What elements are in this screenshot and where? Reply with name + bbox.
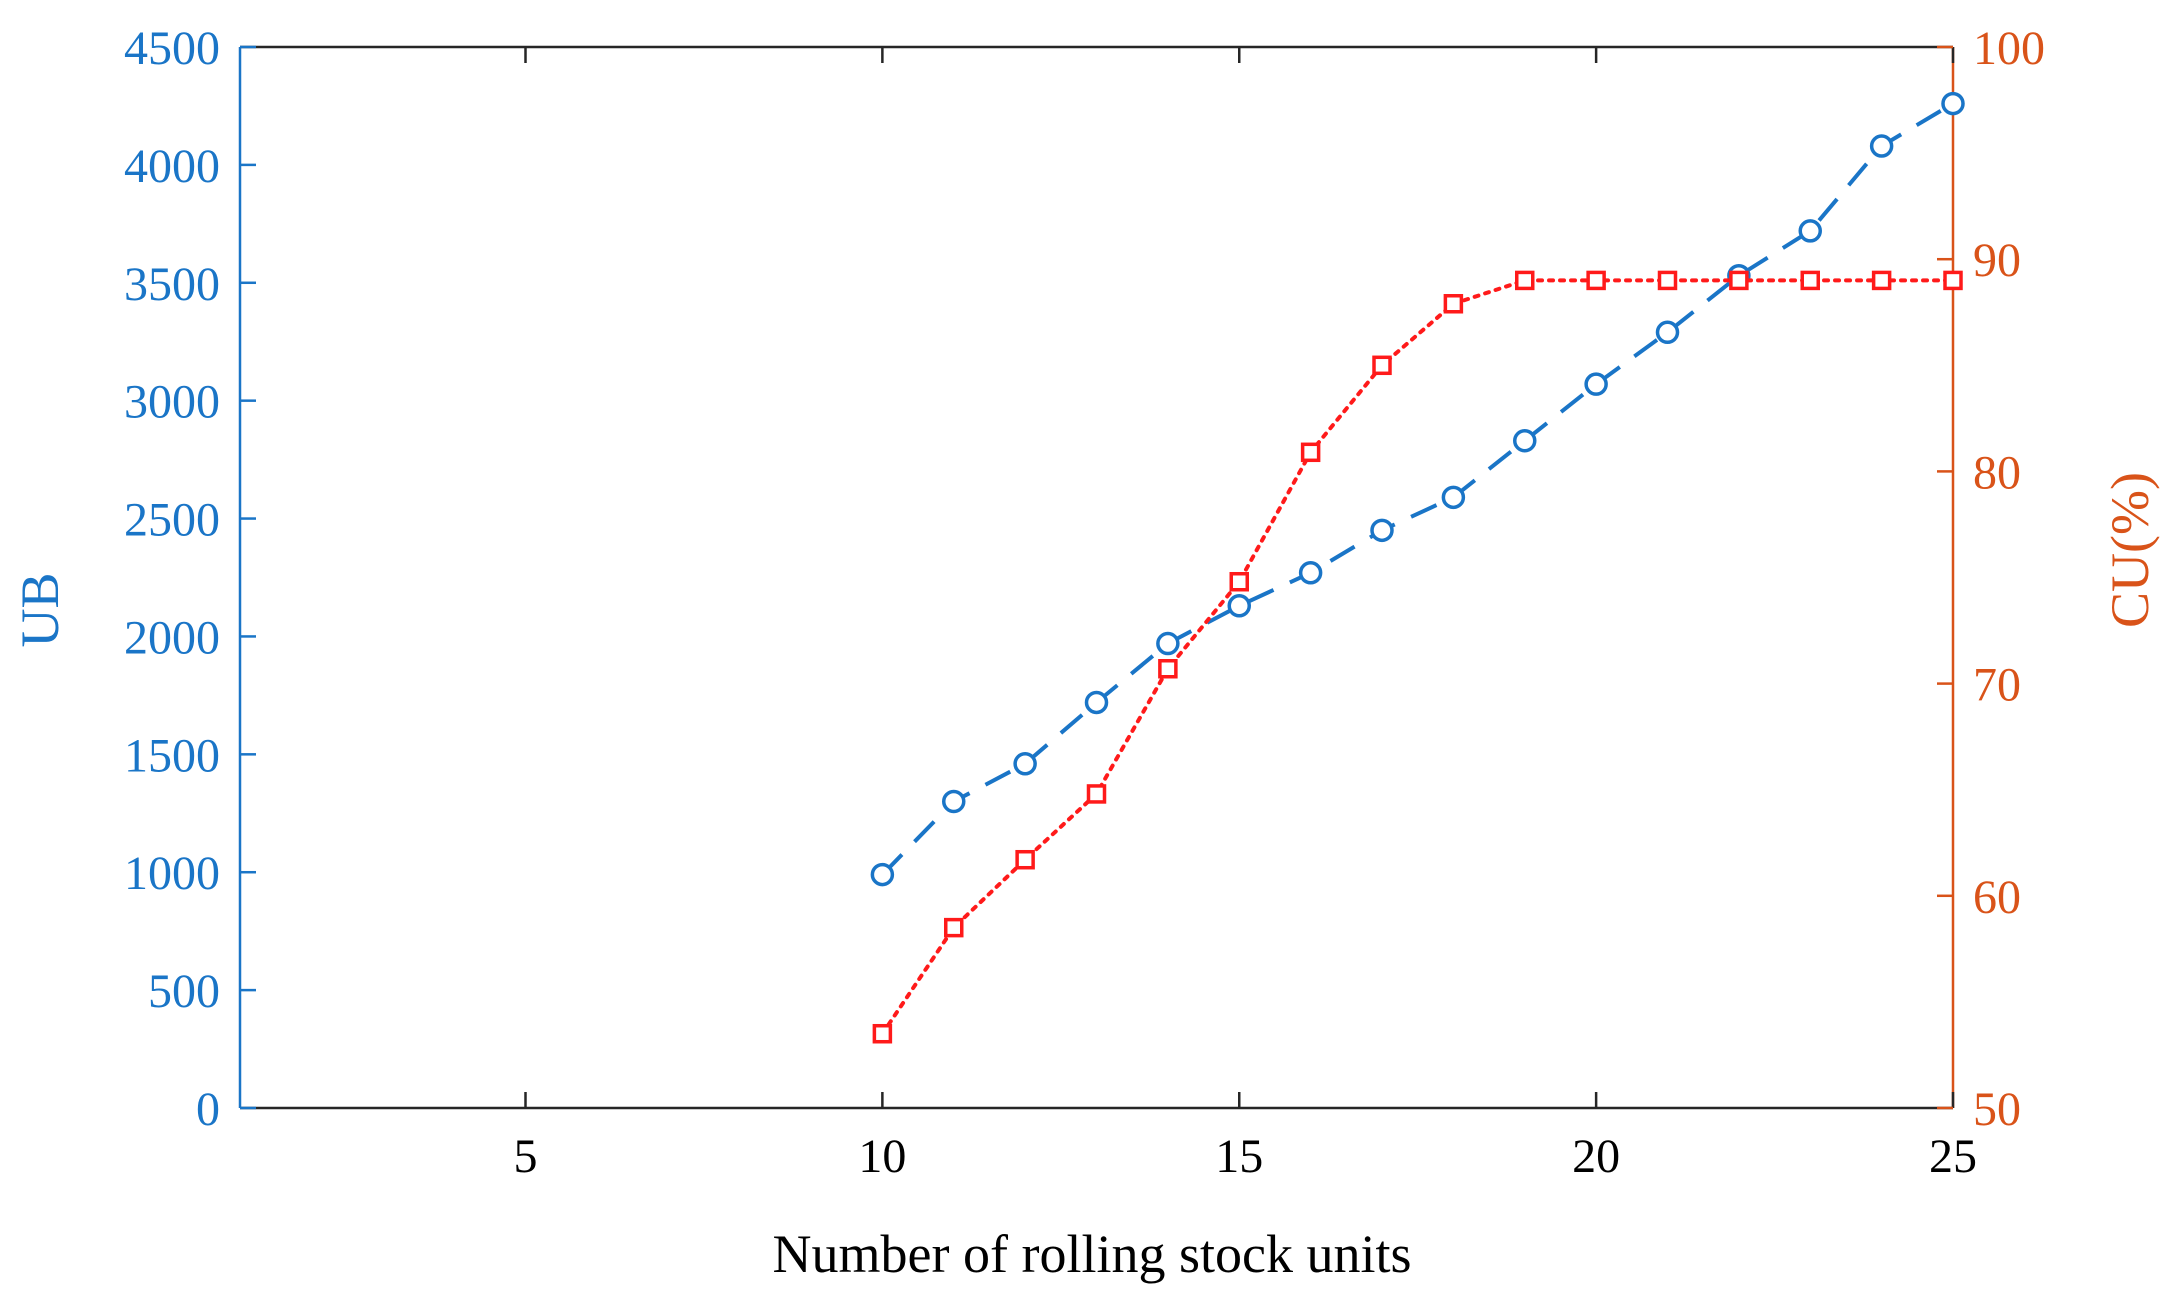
series-1-line bbox=[880, 101, 1955, 876]
series-2-point bbox=[1372, 355, 1392, 376]
series-1-point bbox=[870, 862, 895, 887]
right-y-tick-label: 80 bbox=[1973, 446, 2021, 499]
left-y-tick-label: 3500 bbox=[124, 258, 220, 311]
x-tick-label: 25 bbox=[1929, 1130, 1977, 1183]
left-y-tick-label: 4000 bbox=[124, 140, 220, 193]
plot-frame bbox=[238, 45, 1955, 1110]
right-y-axis-ticks: 50 60 70 80 90 100 bbox=[1937, 22, 2045, 1136]
series-2-point bbox=[1729, 270, 1749, 291]
series-1-point bbox=[1298, 561, 1323, 585]
series-1-point bbox=[1370, 518, 1394, 543]
left-y-tick-label: 0 bbox=[196, 1083, 220, 1136]
series-2-point bbox=[1515, 270, 1535, 291]
x-axis-ticks: 5 10 15 20 25 bbox=[514, 47, 1977, 1183]
x-tick-label: 5 bbox=[514, 1130, 538, 1183]
series-2-point bbox=[1871, 270, 1892, 291]
right-y-tick-label: 60 bbox=[1973, 871, 2021, 924]
series-1-point bbox=[1084, 690, 1109, 715]
series-2-point bbox=[1657, 270, 1678, 291]
series-2-point bbox=[1800, 270, 1820, 291]
left-y-tick-label: 3000 bbox=[124, 376, 220, 429]
series-2-point bbox=[1086, 784, 1107, 804]
series-2-point bbox=[1586, 270, 1606, 291]
series-2-point bbox=[1015, 849, 1035, 870]
series-2-point bbox=[1158, 658, 1178, 679]
right-y-tick-label: 70 bbox=[1973, 659, 2021, 712]
x-axis-label: Number of rolling stock units bbox=[773, 1224, 1412, 1284]
series-1-point bbox=[1869, 134, 1894, 158]
series-1-point bbox=[1513, 428, 1537, 453]
left-y-tick-label: 4500 bbox=[124, 22, 220, 75]
right-y-tick-label: 100 bbox=[1973, 22, 2045, 75]
right-y-axis-label: CU(%) bbox=[2100, 472, 2160, 628]
series-1-point bbox=[1798, 219, 1822, 243]
series-1-point bbox=[1013, 752, 1037, 776]
right-y-tick-label: 90 bbox=[1973, 234, 2021, 287]
series-1-point bbox=[1156, 631, 1180, 656]
series-2-point bbox=[1443, 294, 1464, 314]
series-2-point bbox=[872, 1023, 893, 1044]
series-1-point bbox=[1655, 320, 1680, 345]
series-2-point bbox=[1300, 442, 1321, 463]
series-1-point bbox=[942, 789, 966, 814]
series-1-point bbox=[1441, 485, 1466, 510]
left-y-tick-label: 2500 bbox=[124, 494, 220, 547]
series-layer bbox=[870, 91, 1965, 1044]
x-tick-label: 15 bbox=[1215, 1130, 1263, 1183]
x-tick-label: 10 bbox=[858, 1130, 906, 1183]
left-y-axis-label: UB bbox=[10, 572, 70, 647]
series-1-point bbox=[1941, 91, 1965, 116]
left-y-tick-label: 1000 bbox=[124, 847, 220, 900]
left-y-tick-label: 2000 bbox=[124, 611, 220, 664]
right-y-tick-label: 50 bbox=[1973, 1083, 2021, 1136]
left-y-axis-ticks: 0 500 1000 1500 2000 2500 3000 3500 4000 4500 bbox=[124, 22, 256, 1136]
x-tick-label: 20 bbox=[1572, 1130, 1620, 1183]
series-1-point bbox=[1584, 372, 1608, 396]
series-1-point bbox=[1227, 594, 1251, 618]
series-2-point bbox=[1943, 270, 1963, 291]
left-y-tick-label: 1500 bbox=[124, 729, 220, 782]
series-2-point bbox=[1229, 571, 1249, 592]
series-2-point bbox=[944, 917, 964, 938]
left-y-tick-label: 500 bbox=[148, 965, 220, 1018]
series-2-line bbox=[880, 278, 1955, 1036]
